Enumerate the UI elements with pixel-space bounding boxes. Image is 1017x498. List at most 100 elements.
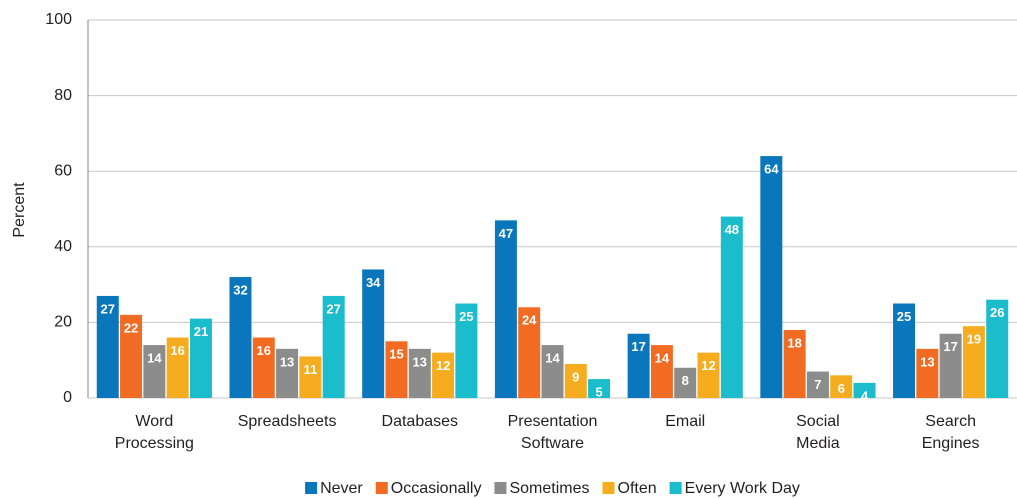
legend-swatch — [669, 482, 682, 494]
value-label: 47 — [499, 226, 513, 241]
value-label: 17 — [631, 339, 645, 354]
bar — [432, 352, 455, 398]
legend: Never Occasionally Sometimes Often Every Wor… — [305, 480, 800, 497]
value-label: 19 — [967, 332, 981, 347]
value-label: 12 — [436, 358, 450, 373]
bar — [588, 379, 611, 398]
value-label: 15 — [389, 347, 403, 362]
bar — [541, 345, 564, 398]
bar — [627, 333, 650, 398]
y-tick-label: 20 — [54, 314, 72, 331]
x-tick-label: Media — [796, 435, 840, 452]
bar — [760, 156, 783, 398]
x-tick-label: Software — [521, 435, 584, 452]
value-label: 11 — [303, 362, 317, 377]
legend-swatch — [602, 482, 615, 494]
legend-label: Every Work Day — [685, 480, 800, 497]
bar — [674, 367, 697, 398]
bar — [916, 348, 939, 398]
value-label: 9 — [572, 369, 579, 384]
value-label: 6 — [838, 381, 845, 396]
value-label: 32 — [233, 282, 247, 297]
bar — [455, 303, 478, 398]
bar — [720, 216, 743, 398]
value-label: 13 — [280, 354, 294, 369]
value-label: 16 — [170, 343, 184, 358]
y-tick-label: 100 — [45, 11, 72, 28]
value-label: 64 — [764, 162, 779, 177]
value-label: 34 — [366, 275, 381, 290]
bar — [362, 269, 385, 398]
x-tick-label: Spreadsheets — [238, 413, 337, 430]
value-label: 27 — [101, 301, 115, 316]
bar — [986, 299, 1009, 398]
bar — [494, 220, 517, 398]
legend-label: Often — [618, 480, 657, 497]
bar — [385, 341, 408, 398]
legend-swatch — [305, 482, 318, 494]
bar — [564, 363, 587, 398]
y-tick-label: 60 — [54, 162, 72, 179]
value-label: 26 — [990, 305, 1004, 320]
y-axis-label: Percent — [11, 182, 28, 238]
legend-swatch — [375, 482, 388, 494]
bar — [189, 318, 212, 398]
value-label: 13 — [413, 354, 427, 369]
bar — [518, 307, 541, 398]
bar — [166, 337, 189, 398]
bar — [650, 345, 673, 398]
bar — [276, 348, 299, 398]
bar — [783, 329, 806, 398]
value-label: 7 — [814, 377, 821, 392]
bar — [962, 326, 985, 398]
bar — [96, 295, 119, 398]
value-label: 27 — [326, 301, 340, 316]
value-label: 21 — [194, 324, 208, 339]
value-label: 25 — [897, 309, 911, 324]
value-label: 4 — [861, 388, 869, 403]
legend-label: Never — [320, 480, 363, 497]
bar — [853, 382, 876, 398]
legend-label: Sometimes — [509, 480, 589, 497]
x-tick-label: Processing — [115, 435, 194, 452]
x-tick-label: Presentation — [508, 413, 598, 430]
value-label: 14 — [545, 351, 560, 366]
bar — [120, 314, 143, 398]
x-tick-label: Word — [135, 413, 173, 430]
bar — [408, 348, 431, 398]
value-label: 14 — [655, 351, 670, 366]
value-label: 14 — [147, 351, 162, 366]
y-tick-label: 80 — [54, 87, 72, 104]
x-tick-label: Search — [925, 413, 976, 430]
legend-swatch — [494, 482, 507, 494]
bar — [806, 371, 829, 398]
value-label: 22 — [124, 320, 138, 335]
value-label: 24 — [522, 313, 537, 328]
bar — [322, 295, 345, 398]
value-label: 13 — [920, 354, 934, 369]
bar — [939, 333, 962, 398]
bar — [893, 303, 916, 398]
bar — [252, 337, 275, 398]
bar — [143, 345, 166, 398]
value-label: 48 — [725, 222, 739, 237]
value-label: 25 — [459, 309, 473, 324]
value-label: 5 — [595, 385, 602, 400]
bar — [299, 356, 322, 398]
x-tick-label: Email — [665, 413, 705, 430]
x-tick-label: Social — [796, 413, 840, 430]
bar — [229, 277, 252, 398]
value-label: 12 — [701, 358, 715, 373]
value-label: 16 — [257, 343, 271, 358]
bar — [830, 375, 853, 398]
y-tick-label: 0 — [63, 389, 72, 406]
value-label: 8 — [682, 373, 689, 388]
y-tick-label: 40 — [54, 238, 72, 255]
x-tick-label: Databases — [382, 413, 459, 430]
legend-label: Occasionally — [391, 480, 482, 497]
x-tick-label: Engines — [922, 435, 980, 452]
bar — [697, 352, 720, 398]
value-label: 17 — [943, 339, 957, 354]
value-label: 18 — [787, 335, 801, 350]
